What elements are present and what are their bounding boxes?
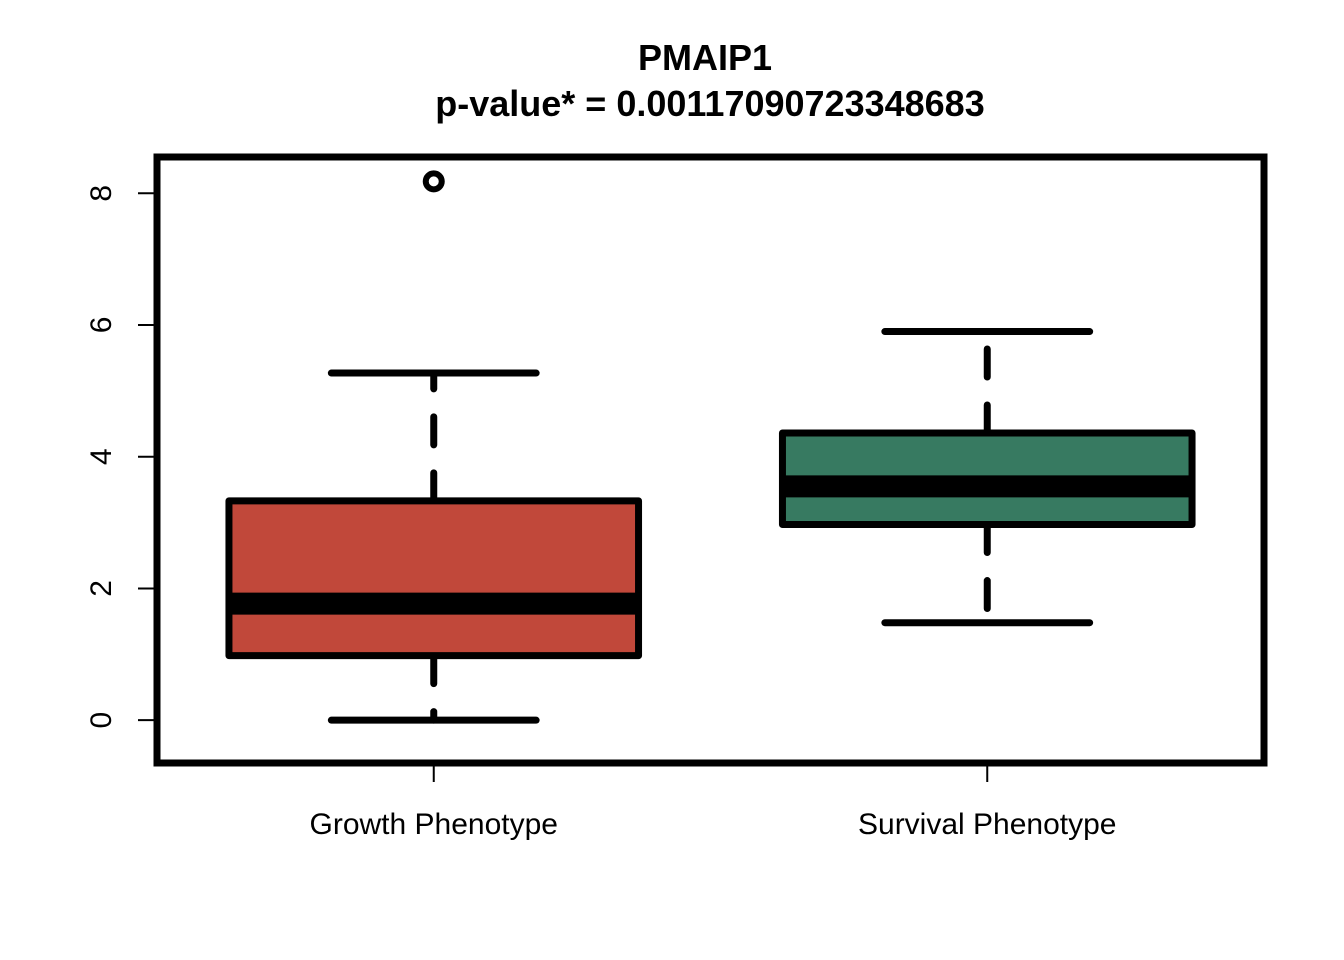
- plot-frame: [153, 153, 1268, 767]
- y-tick-label-4: 4: [85, 448, 118, 465]
- x-tick-label-2: Survival Phenotype: [858, 808, 1117, 841]
- chart-subtitle: p-value* = 0.00117090723348683: [435, 83, 984, 124]
- box-iqr-1: [225, 497, 643, 660]
- y-tick-label-0: 0: [85, 712, 118, 729]
- outlier-point-1-1: [422, 170, 445, 193]
- x-tick-label-1: Growth Phenotype: [310, 808, 558, 841]
- y-tick-label-6: 6: [85, 317, 118, 334]
- y-tick-label-8: 8: [85, 185, 118, 202]
- axes: Growth Phenotype Survival Phenotype 0 2 4 6 8: [85, 185, 1117, 841]
- y-tick-label-2: 2: [85, 580, 118, 597]
- chart-title: PMAIP1: [638, 37, 772, 78]
- box-group-2: [778, 328, 1196, 627]
- box-group-1: [225, 170, 643, 724]
- plot-area: [225, 170, 1196, 724]
